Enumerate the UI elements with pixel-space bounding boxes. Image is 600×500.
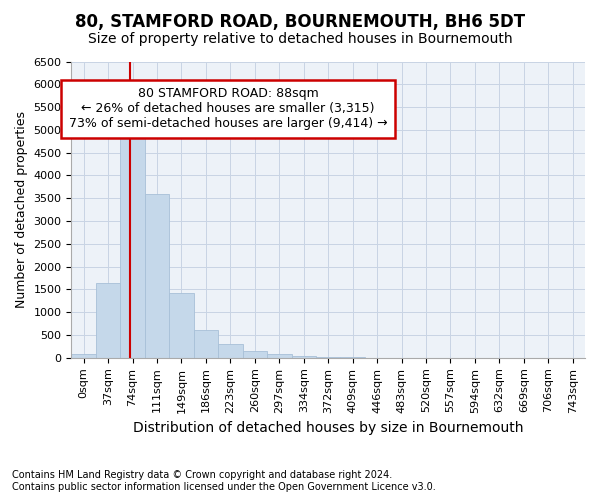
Bar — [96, 282, 121, 358]
Bar — [71, 354, 96, 358]
Bar — [292, 356, 316, 358]
Bar — [316, 357, 340, 358]
Bar — [267, 354, 292, 358]
X-axis label: Distribution of detached houses by size in Bournemouth: Distribution of detached houses by size … — [133, 421, 523, 435]
Bar — [218, 344, 242, 358]
Bar — [121, 126, 145, 358]
Bar — [145, 194, 169, 358]
Text: Size of property relative to detached houses in Bournemouth: Size of property relative to detached ho… — [88, 32, 512, 46]
Text: Contains public sector information licensed under the Open Government Licence v3: Contains public sector information licen… — [12, 482, 436, 492]
Text: 80 STAMFORD ROAD: 88sqm
← 26% of detached houses are smaller (3,315)
73% of semi: 80 STAMFORD ROAD: 88sqm ← 26% of detache… — [69, 88, 388, 130]
Bar — [169, 293, 194, 358]
Bar — [194, 330, 218, 358]
Text: 80, STAMFORD ROAD, BOURNEMOUTH, BH6 5DT: 80, STAMFORD ROAD, BOURNEMOUTH, BH6 5DT — [75, 12, 525, 30]
Bar — [242, 351, 267, 358]
Text: Contains HM Land Registry data © Crown copyright and database right 2024.: Contains HM Land Registry data © Crown c… — [12, 470, 392, 480]
Y-axis label: Number of detached properties: Number of detached properties — [15, 111, 28, 308]
